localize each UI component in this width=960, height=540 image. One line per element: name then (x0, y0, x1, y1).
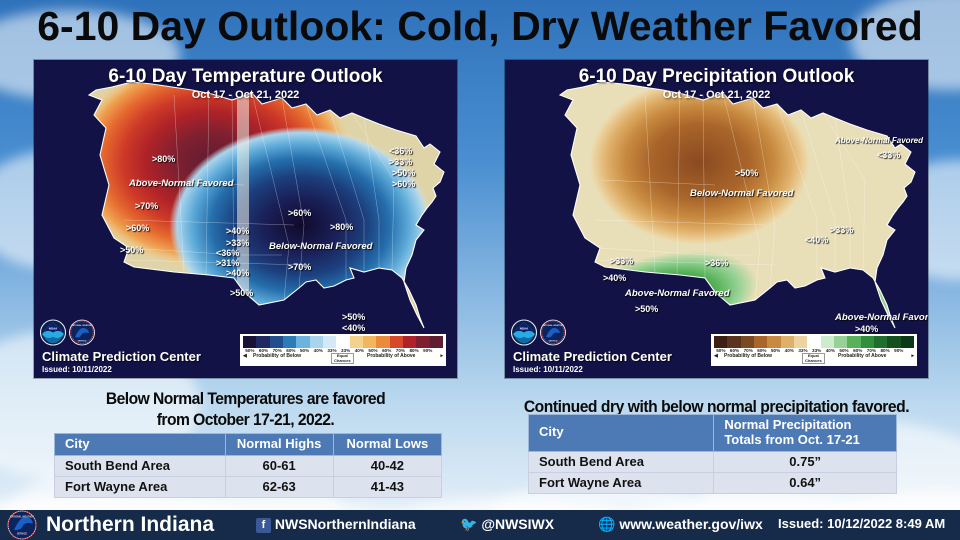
svg-text:NATIONAL WEATHER: NATIONAL WEATHER (71, 324, 93, 327)
svg-text:SERVICE: SERVICE (77, 341, 87, 343)
svg-text:NOAA: NOAA (520, 326, 529, 330)
svg-text:SERVICE: SERVICE (548, 341, 558, 343)
svg-text:NATIONAL WEATHER: NATIONAL WEATHER (542, 324, 564, 327)
svg-text:NOAA: NOAA (49, 326, 58, 330)
svg-text:SERVICE: SERVICE (17, 534, 28, 536)
svg-text:NATIONAL WEATHER: NATIONAL WEATHER (10, 516, 34, 519)
